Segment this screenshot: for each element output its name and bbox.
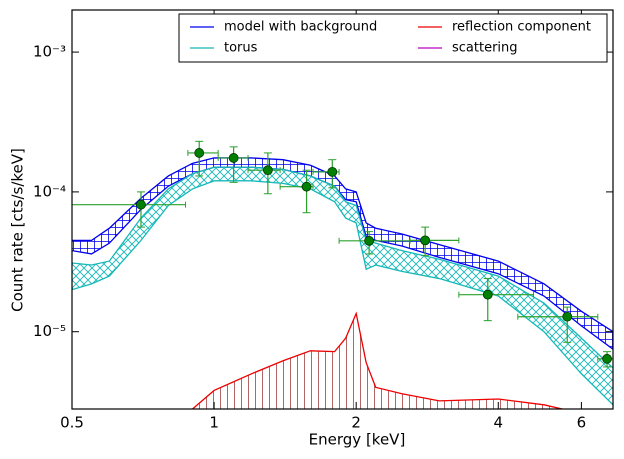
band-fill bbox=[72, 167, 613, 405]
x-tick-label: 4 bbox=[494, 414, 504, 432]
legend-frame bbox=[178, 13, 608, 63]
plot-frame bbox=[71, 9, 614, 410]
x-tick-label: 2 bbox=[351, 414, 361, 432]
data-point bbox=[420, 235, 431, 246]
x-tick-label: 1 bbox=[209, 414, 219, 432]
data-point bbox=[301, 181, 312, 192]
legend-label: reflection component bbox=[452, 20, 591, 35]
y-tick-label: 10⁻⁴ bbox=[33, 182, 66, 200]
line bbox=[192, 311, 565, 409]
data-point bbox=[136, 199, 146, 210]
legend-label: scattering bbox=[452, 41, 518, 56]
y-axis-label: Count rate [cts/s/keV] bbox=[9, 148, 27, 312]
legend: model with background torus reflection com… bbox=[178, 13, 608, 63]
x-tick-label: 6 bbox=[577, 414, 587, 432]
data-point bbox=[562, 311, 573, 322]
band-upper bbox=[72, 166, 613, 369]
legend-label: torus bbox=[224, 41, 258, 56]
data-point bbox=[228, 153, 239, 163]
x-axis-label: Energy [keV] bbox=[309, 431, 406, 449]
data-point bbox=[327, 167, 338, 177]
data-point bbox=[194, 148, 205, 158]
axes: 0.5 1 2 4 6 10⁻⁵ 10⁻⁴ 10⁻³ bbox=[33, 10, 613, 432]
band-lower bbox=[72, 180, 613, 406]
y-tick-label: 10⁻³ bbox=[33, 43, 66, 61]
data-point bbox=[262, 165, 273, 176]
data-point bbox=[482, 289, 493, 300]
y-tick-label: 10⁻⁵ bbox=[33, 322, 66, 340]
line-fill bbox=[192, 313, 563, 409]
x-tick-label: 0.5 bbox=[60, 414, 84, 432]
data-point bbox=[364, 235, 374, 246]
legend-label: model with background bbox=[224, 20, 377, 35]
plot-area bbox=[72, 140, 613, 409]
data-point bbox=[602, 353, 612, 364]
